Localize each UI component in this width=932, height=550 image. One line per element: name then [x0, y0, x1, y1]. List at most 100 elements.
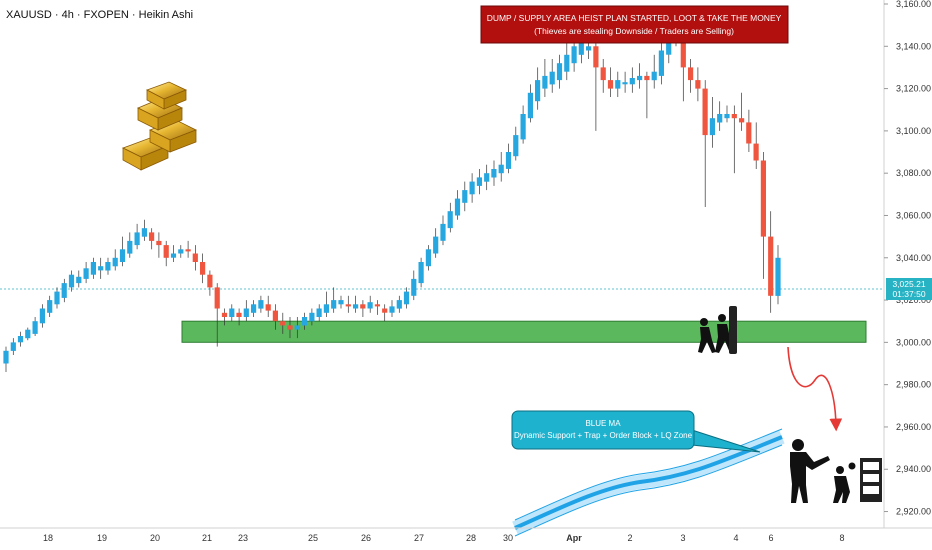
- candle-bull: [331, 300, 337, 309]
- candle-bull: [476, 177, 482, 186]
- candle-bull: [505, 152, 512, 169]
- blue-ma-lower: [514, 444, 783, 537]
- candle-bear: [156, 240, 162, 246]
- x-tick-label: 21: [202, 533, 212, 543]
- candle-bear: [688, 67, 694, 81]
- x-tick-label: 8: [839, 533, 844, 543]
- candle-bull: [32, 321, 38, 334]
- candle-bull: [76, 276, 82, 284]
- candle-bear: [374, 304, 380, 307]
- candle-bull: [68, 274, 75, 288]
- y-tick-label: 3,160.00: [896, 0, 931, 9]
- price-tag: 3,025.21 01:37:50: [886, 278, 932, 300]
- candle-bull: [229, 308, 235, 317]
- candle-bear: [593, 46, 599, 68]
- candle-bear: [163, 245, 169, 258]
- candle-bull: [447, 211, 453, 229]
- x-tick-label: 30: [503, 533, 513, 543]
- candle-bear: [149, 232, 155, 241]
- x-tick-label: 25: [308, 533, 318, 543]
- x-tick-label: 27: [414, 533, 424, 543]
- candle-bull: [98, 266, 104, 271]
- candle-bear: [680, 35, 686, 68]
- candle-bull: [491, 169, 497, 178]
- candle-bull: [542, 75, 548, 89]
- x-tick-label: 4: [733, 533, 738, 543]
- candle-bull: [440, 223, 446, 241]
- candle-bull: [462, 190, 468, 203]
- candle-bull: [25, 329, 31, 339]
- plot-area: [0, 0, 884, 528]
- candle-bull: [389, 306, 395, 313]
- price-axis: 3,160.00 3,140.00 3,120.00 3,100.00 3,080.00…: [883, 0, 931, 528]
- candle-bull: [294, 325, 300, 330]
- candle-bull: [484, 173, 490, 182]
- candle-bear: [192, 253, 198, 262]
- candle-bull: [564, 54, 570, 72]
- candle-bear: [236, 312, 242, 317]
- callout-subtitle: Dynamic Support + Trap + Order Block + L…: [514, 431, 693, 440]
- candle-bear: [746, 122, 752, 144]
- candle-bull: [571, 46, 577, 64]
- candle-bull: [403, 291, 410, 305]
- candle-bull: [578, 42, 584, 55]
- candle-bull: [775, 257, 781, 296]
- candle-bear: [382, 308, 388, 313]
- candle-bear: [760, 160, 766, 237]
- blue-ma-line: [514, 435, 783, 530]
- candle-bull: [178, 249, 184, 254]
- candle-bull: [396, 300, 402, 309]
- price-tag-value: 3,025.21: [892, 279, 925, 289]
- banner: DUMP / SUPPLY AREA HEIST PLAN STARTED, L…: [480, 5, 789, 44]
- x-tick-label: 23: [238, 533, 248, 543]
- candle-bull: [367, 302, 373, 309]
- y-tick-label: 3,060.00: [896, 210, 931, 220]
- candle-bull: [454, 198, 461, 216]
- y-tick-label: 3,080.00: [896, 168, 931, 178]
- candle-bull: [83, 268, 89, 279]
- banner-line-1: DUMP / SUPPLY AREA HEIST PLAN STARTED, L…: [487, 13, 782, 23]
- candle-bull: [39, 308, 45, 324]
- candle-bull: [10, 342, 16, 351]
- candle-bear: [739, 118, 745, 123]
- candle-bear: [644, 75, 650, 81]
- candle-bull: [90, 262, 96, 275]
- candle-bull: [527, 92, 533, 119]
- candle-bull: [3, 350, 9, 364]
- x-tick-label: 18: [43, 533, 53, 543]
- y-tick-label: 2,960.00: [896, 422, 931, 432]
- candle-bear: [214, 287, 220, 309]
- y-tick-label: 3,120.00: [896, 84, 931, 94]
- candle-bull: [535, 80, 541, 102]
- candle-bull: [586, 46, 592, 51]
- y-tick-label: 3,040.00: [896, 253, 931, 263]
- candle-bear: [768, 236, 774, 296]
- candle-bull: [549, 71, 555, 85]
- candle-bear: [272, 310, 278, 322]
- candle-bull: [323, 304, 329, 313]
- candle-bull: [709, 118, 715, 136]
- candle-bear: [345, 304, 351, 307]
- banner-box: [480, 5, 789, 44]
- gold-bars-icon: [121, 81, 197, 171]
- candle-bear: [702, 88, 708, 136]
- candle-bull: [651, 71, 657, 81]
- candle-bear: [287, 325, 293, 330]
- candle-bull: [498, 164, 504, 174]
- candle-bear: [731, 114, 737, 119]
- candle-bull: [17, 336, 24, 343]
- candle-bull: [629, 78, 635, 85]
- candle-bull: [105, 262, 111, 271]
- candle-bull: [141, 228, 147, 237]
- time-axis: 18 19 20 21 23 25 26 27 28 30 Apr 2 3 4 6 8: [0, 527, 932, 543]
- candle-bear: [280, 321, 286, 326]
- x-tick-label: 6: [768, 533, 773, 543]
- candle-bear: [200, 262, 206, 275]
- y-tick-label: 3,000.00: [896, 337, 931, 347]
- candle-bull: [309, 312, 315, 322]
- candle-bull: [54, 291, 60, 305]
- x-tick-label: Apr: [566, 533, 582, 543]
- candle-bull: [316, 308, 322, 317]
